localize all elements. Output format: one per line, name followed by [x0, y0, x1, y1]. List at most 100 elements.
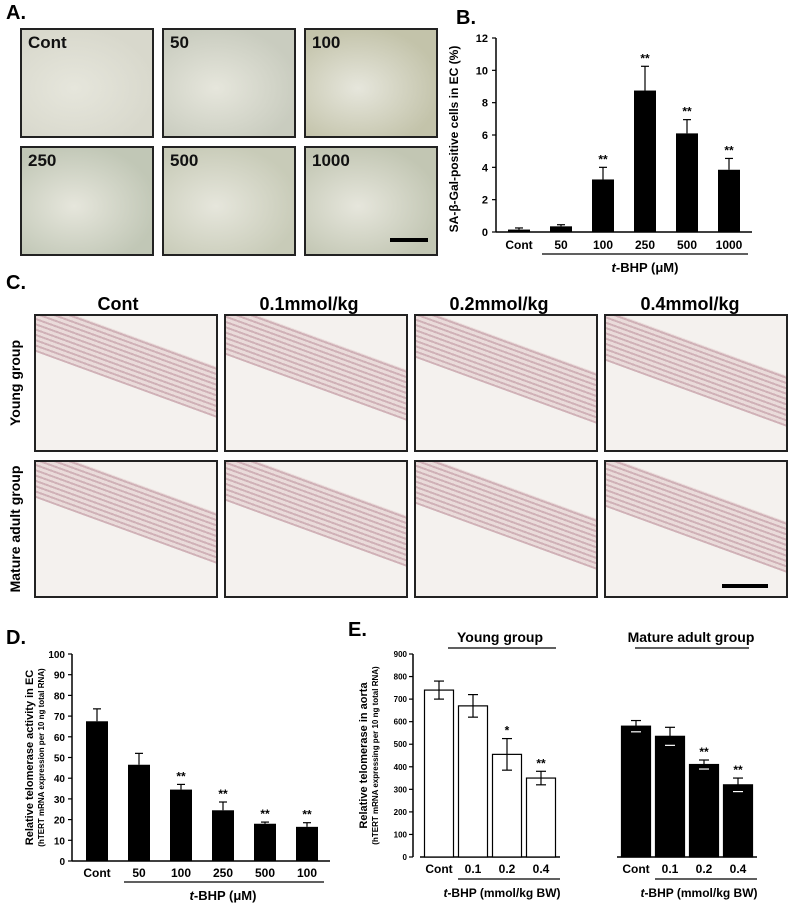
vessel-wall-band [226, 316, 406, 424]
bar [212, 810, 234, 861]
group-title: Mature adult group [628, 629, 755, 645]
micrograph-tile: 250 [20, 146, 154, 256]
vessel-wall-band [36, 462, 216, 567]
y-tick-label: 60 [54, 733, 66, 744]
y-tick-label: 70 [54, 712, 66, 723]
column-title: 0.1mmol/kg [259, 294, 359, 314]
y-tick-label: 200 [394, 808, 408, 817]
significance-mark: ** [640, 51, 650, 65]
scale-bar [390, 238, 428, 242]
x-tick-label: 50 [132, 866, 146, 880]
vessel-wall-band [606, 316, 786, 430]
significance-mark: ** [598, 152, 608, 166]
significance-mark: ** [302, 808, 312, 822]
significance-mark: ** [733, 763, 743, 777]
y-tick-label: 90 [54, 671, 66, 682]
y-tick-label: 12 [476, 33, 488, 45]
y-tick-label: 10 [54, 836, 66, 847]
y-tick-label: 100 [394, 830, 408, 839]
column-title: 0.4mmol/kg [640, 294, 740, 314]
panel-b-chart: B. 0 2 4 6 8 10 12 SA-β-Gal-positive cells in EC… [447, 7, 752, 275]
aorta-section-tile [414, 314, 598, 452]
bar [634, 90, 656, 233]
bar [128, 764, 150, 861]
group-title: Young group [457, 629, 543, 645]
x-tick-label: Cont [425, 862, 452, 876]
y-tick-label: 80 [54, 691, 66, 702]
significance-mark: ** [682, 105, 692, 119]
x-tick-label: 0.4 [730, 862, 747, 876]
y-tick-label: 2 [482, 195, 488, 207]
bar [718, 169, 740, 232]
panel-e-label: E. [348, 619, 367, 641]
x-tick-label: 100 [593, 238, 613, 252]
y-tick-label: 10 [476, 65, 488, 77]
x-tick-label: Cont [505, 238, 532, 252]
y-tick-label: 800 [394, 673, 408, 682]
x-tick-label: 50 [554, 238, 568, 252]
y-tick-label: 4 [482, 162, 489, 174]
y-tick-label: 400 [394, 763, 408, 772]
y-tick-label: 6 [482, 130, 488, 142]
micrograph-tile: 500 [162, 146, 296, 256]
y-tick-label: 600 [394, 718, 408, 727]
bar [86, 721, 108, 861]
y-tick-label: 8 [482, 98, 488, 110]
y-tick-label: 0 [482, 227, 488, 239]
y-tick-label: 300 [394, 785, 408, 794]
panel-d-label: D. [6, 627, 26, 649]
y-axis-sublabel: (hTERT mRNA expressing per 10 ng total R… [371, 666, 380, 845]
aorta-section-tile [414, 460, 598, 598]
bar [676, 133, 698, 232]
y-axis-label: Relative telomerase activity in EC [24, 670, 36, 846]
vessel-wall-band [416, 462, 596, 573]
tile-label: 1000 [312, 151, 350, 170]
x-tick-label: 0.1 [662, 862, 679, 876]
tile-label: 100 [312, 33, 341, 52]
x-tick-label: 500 [255, 866, 275, 880]
bar [525, 777, 557, 858]
bar [254, 823, 276, 861]
bar [688, 763, 720, 858]
bar [654, 735, 686, 858]
vessel-wall-band [36, 316, 216, 421]
aorta-section-tile [34, 314, 218, 452]
y-tick-label: 100 [48, 650, 65, 661]
aorta-section-tile [224, 314, 408, 452]
bar [457, 705, 489, 858]
y-axis-sublabel: (hTERT mRNA expression per 10 ng total R… [37, 668, 46, 847]
x-tick-label: 0.4 [533, 862, 550, 876]
bar [296, 826, 318, 861]
panel-b-label: B. [456, 7, 476, 29]
y-axis-label: Relative telomerase in aorta [358, 682, 370, 829]
significance-mark: ** [176, 769, 186, 783]
significance-mark: ** [536, 756, 546, 770]
y-tick-label: 50 [54, 754, 66, 765]
panel-c-label: C. [6, 272, 26, 294]
tile-label: 500 [170, 151, 199, 170]
vessel-wall-band [416, 316, 596, 427]
x-tick-label: 250 [635, 238, 655, 252]
significance-mark: ** [260, 807, 270, 821]
aorta-section-tile [34, 460, 218, 598]
x-tick-label: 0.2 [696, 862, 713, 876]
x-tick-label: Cont [83, 866, 110, 880]
vessel-wall-band [606, 462, 786, 576]
panel-d-chart: D. 0 10 20 30 40 50 60 70 80 90 100 Relative telomer… [6, 627, 330, 903]
y-tick-label: 40 [54, 774, 66, 785]
x-tick-label: 0.2 [499, 862, 516, 876]
vessel-wall-band [226, 462, 406, 570]
x-axis-label: t-BHP (μM) [612, 260, 679, 275]
bar [722, 784, 754, 858]
tile-label: 50 [170, 33, 189, 52]
tile-label: 250 [28, 151, 57, 170]
micrograph-tile: Cont [20, 28, 154, 138]
x-tick-label: 100 [171, 866, 191, 880]
column-title: 0.2mmol/kg [449, 294, 549, 314]
significance-mark: ** [724, 143, 734, 157]
aorta-section-tile [604, 460, 788, 598]
y-tick-label: 700 [394, 695, 408, 704]
x-tick-label: 1000 [716, 238, 743, 252]
row-title: Young group [7, 339, 23, 427]
row-title: Mature adult group [7, 465, 23, 593]
